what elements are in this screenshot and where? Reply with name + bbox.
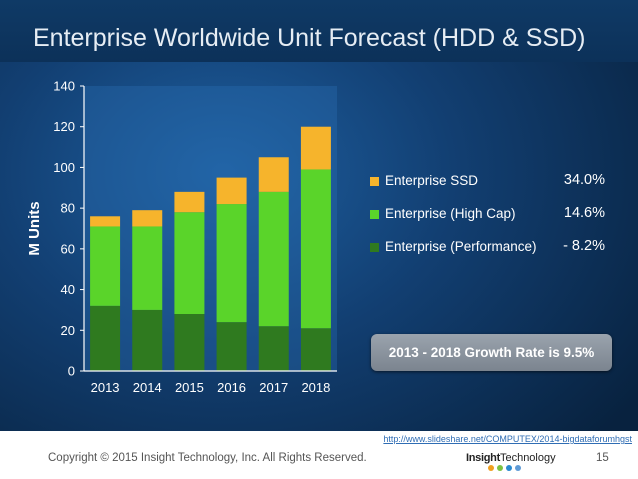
source-link[interactable]: http://www.slideshare.net/COMPUTEX/2014-…: [383, 434, 632, 444]
stacked-bar-chart: 2013 2014 2015 2016 2017 2018 0 20 40 60 80 100 120 1…: [26, 79, 337, 395]
bar-2014-series-1: [132, 226, 163, 310]
x-tick-label: 2013: [91, 380, 120, 395]
legend-label: Enterprise (Performance): [385, 239, 537, 254]
y-tick-label: 40: [61, 282, 75, 297]
legend-growth-rate: - 8.2%: [563, 238, 605, 254]
bar-2016-series-1: [216, 204, 247, 323]
legend-item: Enterprise SSD 34.0%: [370, 172, 615, 193]
bar-2018-series-2: [300, 126, 331, 170]
bar-2013-series-1: [90, 226, 121, 306]
y-tick-label: 20: [61, 323, 75, 338]
y-tick-label: 0: [68, 364, 75, 379]
bar-2016-series-0: [216, 322, 247, 371]
legend: Enterprise SSD 34.0% Enterprise (High Cap)…: [370, 172, 615, 271]
bar-2016-series-2: [216, 177, 247, 205]
legend-item: Enterprise (High Cap) 14.6%: [370, 205, 615, 226]
brand-dots-icon: [488, 465, 528, 473]
x-tick-label: 2016: [217, 380, 246, 395]
legend-label: Enterprise (High Cap): [385, 206, 516, 221]
y-axis-label: M Units: [26, 201, 43, 255]
legend-swatch: [370, 177, 379, 186]
bar-2017-series-0: [258, 326, 289, 371]
slide-title: Enterprise Worldwide Unit Forecast (HDD …: [33, 24, 586, 52]
copyright-text: Copyright © 2015 Insight Technology, Inc…: [48, 452, 367, 464]
bar-2018-series-0: [300, 328, 331, 371]
page-number: 15: [596, 452, 609, 464]
bar-2015-series-0: [174, 314, 205, 371]
bar-2014-series-0: [132, 309, 163, 371]
bar-2017-series-1: [258, 191, 289, 327]
brand-logo: InsightTechnology: [466, 450, 556, 474]
legend-swatch: [370, 243, 379, 252]
bar-2014-series-2: [132, 210, 163, 227]
bar-2013-series-0: [90, 305, 121, 371]
y-tick-label: 80: [61, 201, 75, 216]
y-tick-label: 120: [53, 119, 75, 134]
title-band: [0, 0, 638, 62]
plot-area: [84, 86, 337, 371]
bar-2013-series-2: [90, 216, 121, 227]
bar-2017-series-2: [258, 157, 289, 192]
brand-name-rest: Technology: [499, 452, 556, 464]
bar-2015-series-1: [174, 212, 205, 314]
growth-rate-callout: 2013 - 2018 Growth Rate is 9.5%: [371, 334, 612, 371]
bar-2018-series-1: [300, 169, 331, 329]
slide: Enterprise Worldwide Unit Forecast (HDD …: [0, 0, 638, 431]
legend-item: Enterprise (Performance) - 8.2%: [370, 238, 615, 259]
y-tick-label: 140: [53, 79, 75, 94]
bar-2015-series-2: [174, 191, 205, 213]
x-tick-label: 2015: [175, 380, 204, 395]
legend-growth-rate: 34.0%: [563, 172, 605, 188]
x-tick-label: 2017: [259, 380, 288, 395]
x-tick-label: 2014: [133, 380, 162, 395]
y-tick-label: 100: [53, 160, 75, 175]
legend-swatch: [370, 210, 379, 219]
brand-name: InsightTechnology: [466, 452, 556, 464]
legend-growth-rate: 14.6%: [563, 205, 605, 221]
brand-name-strong: Insight: [466, 452, 500, 464]
x-tick-label: 2018: [301, 380, 330, 395]
legend-label: Enterprise SSD: [385, 173, 479, 188]
y-tick-label: 60: [61, 241, 75, 256]
